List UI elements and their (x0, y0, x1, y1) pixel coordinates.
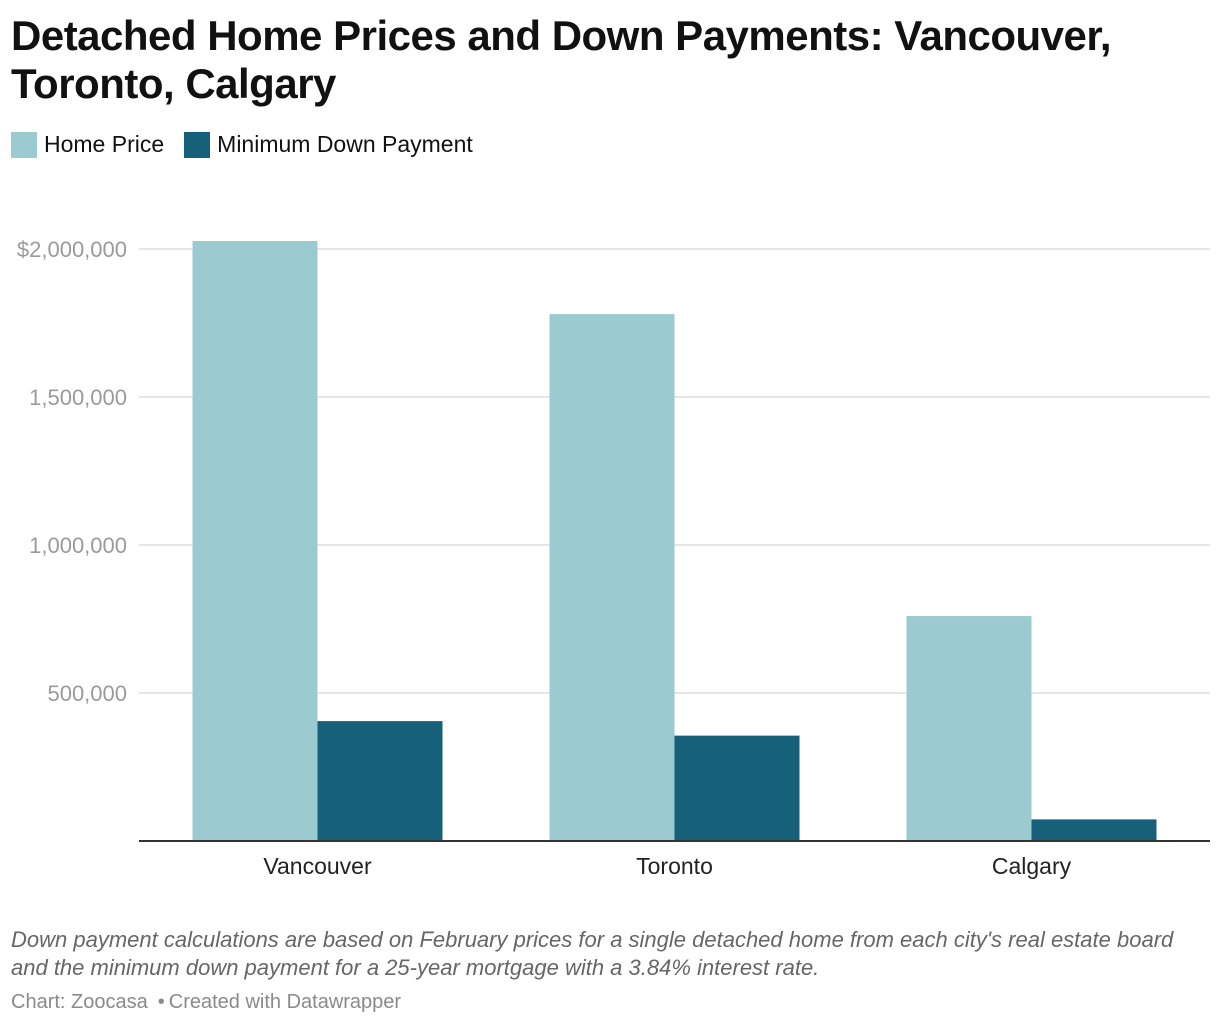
y-tick-label: $2,000,000 (17, 237, 127, 262)
chart-title: Detached Home Prices and Down Payments: … (11, 12, 1112, 107)
x-tick-label: Calgary (992, 853, 1072, 879)
byline: Chart: Zoocasa • Created with Datawrapper (11, 991, 401, 1014)
legend-item-down-payment: Minimum Down Payment (184, 131, 473, 158)
y-tick-label: 1,000,000 (29, 533, 127, 558)
bar-calgary-down-payment (1031, 819, 1157, 841)
bar-vancouver-home-price (192, 241, 318, 841)
byline-separator: • (157, 991, 165, 1013)
y-tick-label: 1,500,000 (29, 385, 127, 410)
legend-item-home-price: Home Price (11, 131, 164, 158)
bar-toronto-home-price (549, 314, 675, 841)
bar-vancouver-down-payment (317, 721, 443, 841)
legend: Home Price Minimum Down Payment (11, 131, 493, 158)
chart-notes: Down payment calculations are based on F… (11, 927, 1174, 980)
legend-swatch-home-price (11, 131, 37, 158)
x-tick-label: Vancouver (263, 853, 372, 879)
source-credit: Chart: Zoocasa (11, 991, 148, 1013)
legend-label-down-payment: Minimum Down Payment (217, 131, 473, 157)
legend-label-home-price: Home Price (44, 131, 165, 157)
x-tick-label: Toronto (636, 853, 713, 879)
y-tick-label: 500,000 (47, 681, 127, 706)
bar-toronto-down-payment (674, 735, 800, 841)
bar-calgary-home-price (906, 616, 1032, 841)
bar-chart: 500,000 1,000,000 1,500,000 $2,000,000 Vanco… (17, 237, 1210, 879)
tool-credit: Created with Datawrapper (168, 991, 402, 1013)
legend-swatch-down-payment (184, 131, 211, 158)
